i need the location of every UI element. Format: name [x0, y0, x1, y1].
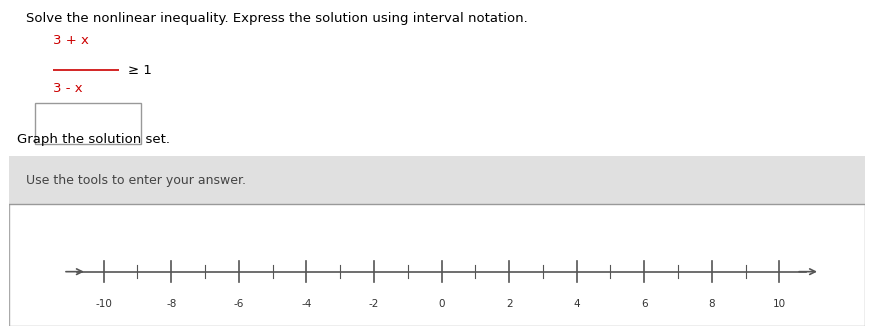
Text: Solve the nonlinear inequality. Express the solution using interval notation.: Solve the nonlinear inequality. Express … — [26, 12, 528, 25]
Text: -2: -2 — [369, 299, 379, 308]
Text: -4: -4 — [301, 299, 312, 308]
Text: 8: 8 — [708, 299, 715, 308]
Text: -10: -10 — [95, 299, 112, 308]
Text: Use the tools to enter your answer.: Use the tools to enter your answer. — [26, 174, 246, 187]
Text: 3 - x: 3 - x — [53, 82, 83, 95]
Text: 4: 4 — [573, 299, 580, 308]
Text: Graph the solution set.: Graph the solution set. — [18, 133, 170, 146]
Text: 3 + x: 3 + x — [53, 34, 89, 47]
Text: 0: 0 — [438, 299, 445, 308]
Text: -6: -6 — [234, 299, 244, 308]
FancyBboxPatch shape — [35, 103, 141, 144]
Text: 6: 6 — [641, 299, 647, 308]
Text: 2: 2 — [506, 299, 512, 308]
FancyBboxPatch shape — [9, 156, 865, 326]
FancyBboxPatch shape — [9, 156, 865, 204]
Text: 10: 10 — [773, 299, 786, 308]
Text: -8: -8 — [166, 299, 177, 308]
Text: ≥ 1: ≥ 1 — [128, 64, 152, 77]
